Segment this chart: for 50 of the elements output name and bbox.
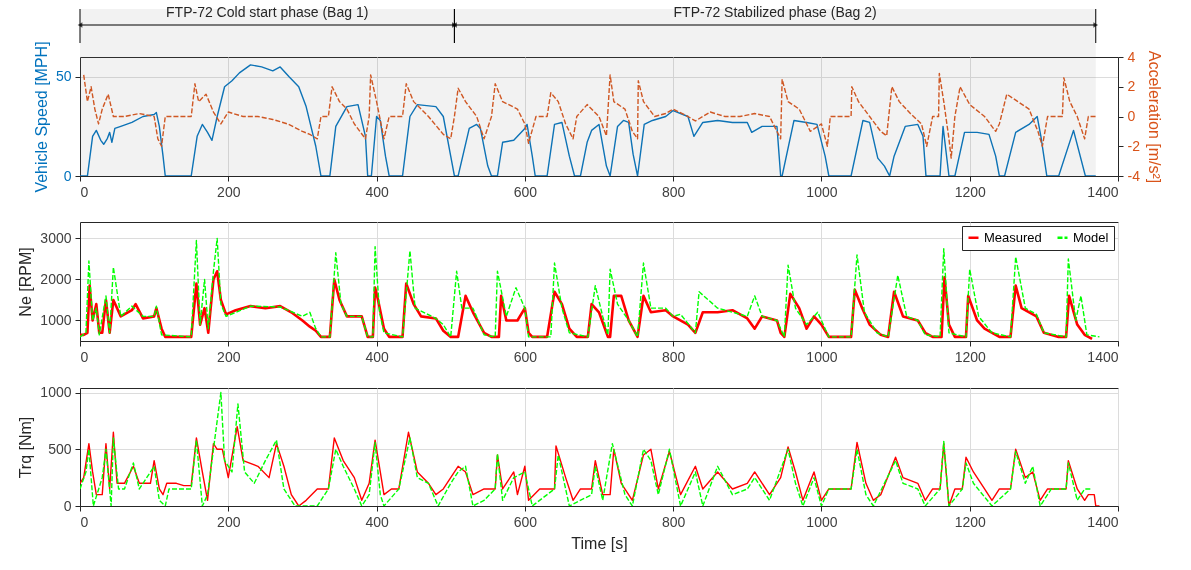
x-tick-label: 1200 xyxy=(954,348,986,365)
band-label: FTP-72 Cold start phase (Bag 1) xyxy=(166,4,369,20)
x-tick-label: 800 xyxy=(661,513,686,530)
x-tick-label: 200 xyxy=(217,183,241,200)
y2-axis-title: Acceleration [m/s²] xyxy=(1145,50,1163,184)
x-tick-label: 0 xyxy=(80,348,89,365)
y-tick-label: 0 xyxy=(63,497,72,514)
y-tick-label: 0 xyxy=(63,167,72,184)
x-tick-label: 1400 xyxy=(1087,348,1119,365)
x-tick-label: 0 xyxy=(80,513,89,530)
x-tick-label: 1200 xyxy=(954,183,986,200)
x-tick-label: 1000 xyxy=(806,513,838,530)
y2-tick-label: -4 xyxy=(1127,167,1141,184)
y-tick-label: 1000 xyxy=(40,384,72,401)
band-label: FTP-72 Stabilized phase (Bag 2) xyxy=(673,4,877,20)
x-tick-label: 400 xyxy=(365,183,389,200)
line-series xyxy=(83,72,1097,159)
y2-tick-label: 0 xyxy=(1127,108,1136,124)
y-tick-label: 500 xyxy=(48,440,72,457)
y-tick-label: 3000 xyxy=(40,229,72,246)
x-tick-label: 600 xyxy=(513,513,538,530)
x-axis-title: Time [s] xyxy=(571,534,628,552)
legend-label: Model xyxy=(1073,229,1109,245)
line-series xyxy=(80,64,1097,176)
line-series xyxy=(80,425,1101,506)
x-tick-label: 400 xyxy=(365,348,389,365)
y2-tick-label: 4 xyxy=(1127,48,1136,65)
x-tick-label: 600 xyxy=(513,183,538,200)
x-tick-label: 1000 xyxy=(806,183,838,200)
x-tick-label: 1400 xyxy=(1087,183,1119,200)
x-tick-label: 600 xyxy=(513,348,538,365)
x-tick-label: 1000 xyxy=(806,348,838,365)
y2-tick-label: -2 xyxy=(1127,137,1141,154)
x-tick-label: 1400 xyxy=(1087,513,1119,530)
x-tick-label: 1200 xyxy=(954,513,986,530)
y-tick-label: 2000 xyxy=(40,270,72,287)
line-series xyxy=(80,391,1093,506)
legend-label: Measured xyxy=(984,229,1042,245)
x-tick-label: 200 xyxy=(217,348,241,365)
y-tick-label: 50 xyxy=(55,68,72,85)
x-tick-label: 800 xyxy=(661,183,686,200)
x-tick-label: 400 xyxy=(365,513,389,530)
y2-tick-label: 2 xyxy=(1127,78,1136,95)
y-axis-title: Ne [RPM] xyxy=(17,247,35,317)
x-tick-label: 0 xyxy=(80,183,89,200)
y-tick-label: 1000 xyxy=(40,311,72,328)
y-axis-title: Vehicle Speed [MPH] xyxy=(32,41,50,193)
y-axis-title: Trq [Nm] xyxy=(17,416,35,479)
x-tick-label: 200 xyxy=(217,513,241,530)
x-tick-label: 800 xyxy=(661,348,686,365)
